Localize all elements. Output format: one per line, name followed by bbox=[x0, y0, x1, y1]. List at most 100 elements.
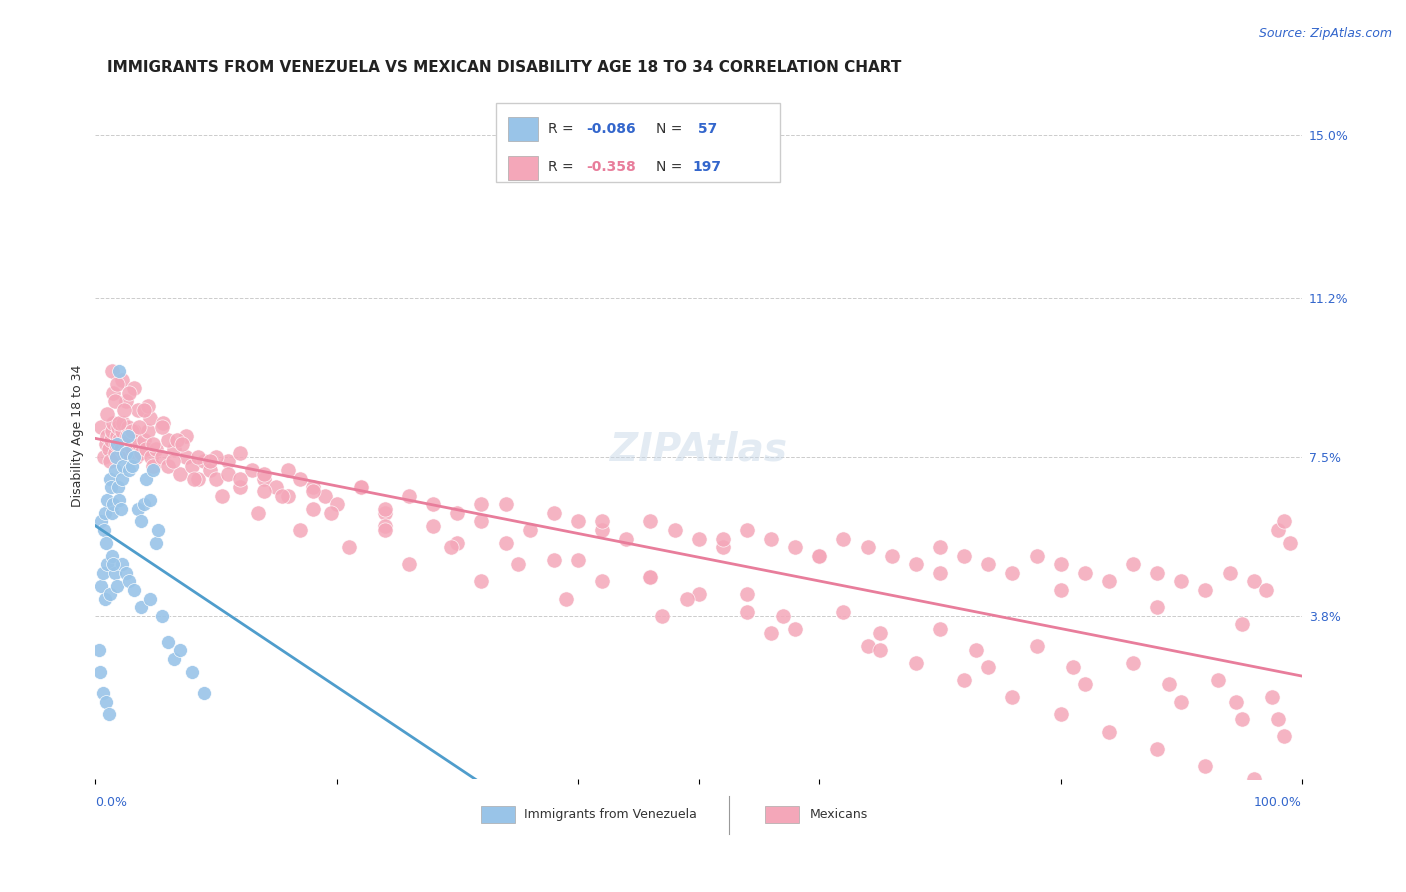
Point bbox=[953, 673, 976, 688]
Point bbox=[495, 536, 517, 550]
Point bbox=[229, 480, 252, 494]
Point bbox=[567, 553, 589, 567]
Point bbox=[229, 446, 252, 460]
Point bbox=[93, 523, 115, 537]
Text: N =: N = bbox=[657, 122, 688, 136]
Point bbox=[122, 381, 145, 395]
Point bbox=[301, 501, 323, 516]
Point bbox=[1025, 549, 1047, 563]
Point bbox=[869, 643, 891, 657]
Point bbox=[446, 536, 468, 550]
Point bbox=[350, 480, 373, 494]
Point bbox=[519, 523, 541, 537]
Point bbox=[772, 608, 794, 623]
Point bbox=[118, 574, 141, 589]
Point bbox=[100, 480, 122, 494]
Point bbox=[640, 515, 662, 529]
Point bbox=[127, 501, 149, 516]
Point bbox=[111, 471, 134, 485]
Point bbox=[808, 549, 831, 563]
Point bbox=[832, 605, 855, 619]
Point bbox=[929, 566, 952, 580]
Point bbox=[174, 428, 197, 442]
Point bbox=[108, 493, 131, 508]
Text: R =: R = bbox=[548, 161, 578, 175]
Point bbox=[105, 437, 128, 451]
Point bbox=[1098, 724, 1121, 739]
Point bbox=[374, 506, 396, 520]
Point bbox=[470, 497, 492, 511]
Point bbox=[135, 442, 157, 456]
Point bbox=[132, 403, 155, 417]
Point bbox=[187, 450, 209, 464]
Point bbox=[104, 446, 127, 460]
Point bbox=[1278, 536, 1301, 550]
Point bbox=[277, 463, 299, 477]
Point bbox=[759, 532, 782, 546]
Point bbox=[150, 420, 173, 434]
Point bbox=[253, 484, 276, 499]
Point bbox=[118, 463, 141, 477]
Point bbox=[1146, 741, 1168, 756]
Point bbox=[904, 558, 927, 572]
Point bbox=[1159, 677, 1181, 691]
Point bbox=[111, 425, 134, 439]
Point bbox=[1261, 690, 1284, 705]
Point bbox=[101, 364, 124, 378]
Point bbox=[253, 467, 276, 482]
Point bbox=[290, 471, 312, 485]
Point bbox=[688, 587, 710, 601]
Point bbox=[374, 523, 396, 537]
Point bbox=[129, 446, 152, 460]
Point bbox=[121, 458, 143, 473]
Point bbox=[104, 450, 127, 464]
Point bbox=[162, 454, 184, 468]
Text: ZIPAtlas: ZIPAtlas bbox=[610, 430, 787, 468]
Point bbox=[156, 634, 179, 648]
Point bbox=[87, 643, 110, 657]
Point bbox=[675, 591, 697, 606]
Text: IMMIGRANTS FROM VENEZUELA VS MEXICAN DISABILITY AGE 18 TO 34 CORRELATION CHART: IMMIGRANTS FROM VENEZUELA VS MEXICAN DIS… bbox=[107, 60, 901, 75]
Point bbox=[506, 558, 529, 572]
Point bbox=[1074, 566, 1097, 580]
Point bbox=[105, 579, 128, 593]
Point bbox=[105, 428, 128, 442]
Point bbox=[132, 497, 155, 511]
Point bbox=[1062, 660, 1084, 674]
Point bbox=[96, 437, 118, 451]
Point bbox=[977, 660, 1000, 674]
Point bbox=[198, 454, 221, 468]
Point bbox=[110, 442, 132, 456]
Point bbox=[125, 450, 148, 464]
Point bbox=[172, 437, 194, 451]
Point bbox=[90, 579, 112, 593]
Point bbox=[112, 416, 135, 430]
Point bbox=[664, 523, 686, 537]
Text: -0.086: -0.086 bbox=[586, 122, 636, 136]
Point bbox=[108, 433, 131, 447]
Point bbox=[108, 416, 131, 430]
Point bbox=[139, 450, 162, 464]
Point bbox=[567, 515, 589, 529]
Point bbox=[114, 446, 136, 460]
Point bbox=[112, 403, 135, 417]
Point bbox=[1170, 574, 1192, 589]
Point bbox=[96, 493, 118, 508]
Point bbox=[929, 540, 952, 554]
Point bbox=[211, 489, 233, 503]
Point bbox=[128, 437, 150, 451]
Point bbox=[247, 506, 270, 520]
Point bbox=[198, 463, 221, 477]
Point bbox=[735, 605, 758, 619]
Point bbox=[1122, 656, 1144, 670]
Point bbox=[591, 574, 613, 589]
Y-axis label: Disability Age 18 to 34: Disability Age 18 to 34 bbox=[72, 365, 84, 507]
Point bbox=[89, 665, 111, 679]
Point bbox=[110, 501, 132, 516]
Point bbox=[1074, 677, 1097, 691]
Point bbox=[103, 497, 125, 511]
Point bbox=[591, 523, 613, 537]
Point bbox=[96, 536, 118, 550]
Point bbox=[90, 515, 112, 529]
Point bbox=[217, 454, 239, 468]
